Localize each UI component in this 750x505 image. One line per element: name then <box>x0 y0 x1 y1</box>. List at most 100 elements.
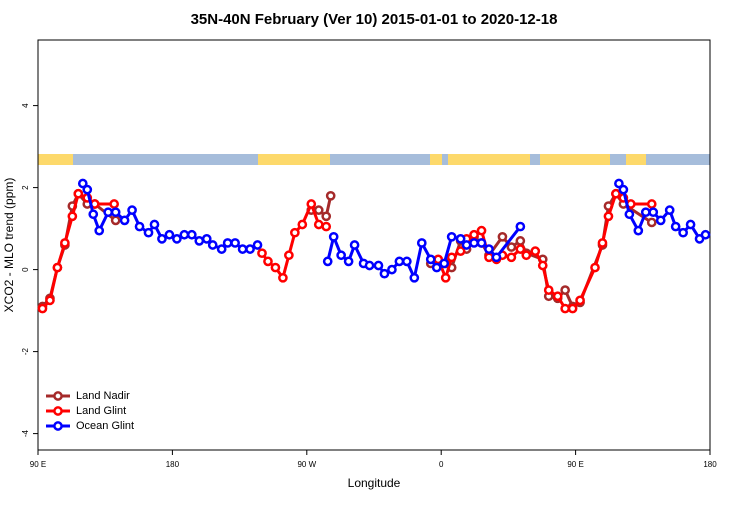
data-point <box>614 178 624 189</box>
data-point <box>575 295 585 306</box>
data-point <box>402 256 412 267</box>
data-point <box>127 205 137 215</box>
data-point <box>284 250 294 261</box>
plot-frame <box>37 39 711 451</box>
data-point <box>446 231 457 242</box>
data-point <box>230 238 240 248</box>
data-point <box>560 285 570 295</box>
data-point <box>491 252 502 263</box>
land-strip <box>540 154 610 165</box>
data-point <box>678 227 688 238</box>
data-point <box>194 236 205 246</box>
data-point <box>484 244 494 254</box>
legend-swatch-point <box>53 406 63 416</box>
data-point <box>134 221 145 232</box>
data-point <box>119 215 130 226</box>
data-point <box>201 234 212 244</box>
data-point <box>552 291 563 302</box>
data-point <box>603 211 614 222</box>
data-point <box>336 250 346 261</box>
data-point <box>590 262 600 273</box>
land-strip <box>258 154 330 165</box>
data-point <box>469 229 479 240</box>
data-point <box>597 238 608 248</box>
data-point <box>325 190 336 201</box>
x-tick-label: 0 <box>439 460 444 469</box>
data-point <box>278 272 288 283</box>
data-point <box>110 215 121 226</box>
data-point <box>655 215 666 226</box>
data-point <box>530 246 541 256</box>
data-point <box>103 207 114 218</box>
data-point <box>321 211 332 222</box>
data-point <box>313 205 324 215</box>
data-point <box>252 240 263 250</box>
data-point <box>439 258 450 269</box>
data-point <box>328 231 339 242</box>
data-point <box>149 219 160 230</box>
x-tick-label: 90 W <box>297 460 316 469</box>
data-point <box>409 272 420 283</box>
x-tick-label: 90 E <box>30 460 46 469</box>
data-point <box>700 229 711 240</box>
data-point <box>379 268 390 279</box>
data-point <box>497 231 508 242</box>
y-axis-label: XCO2 - MLO trend (ppm) <box>2 178 16 313</box>
data-point <box>648 207 659 218</box>
data-point <box>521 250 532 261</box>
map-strip <box>38 154 710 165</box>
ocean-strip <box>38 154 710 165</box>
data-point <box>290 227 300 238</box>
legend-label: Land Glint <box>76 405 126 417</box>
data-point <box>343 256 354 267</box>
data-point <box>476 238 487 248</box>
data-point <box>567 303 578 314</box>
data-point <box>216 244 227 254</box>
data-point <box>257 248 267 259</box>
data-point <box>186 229 197 240</box>
data-point <box>515 244 526 254</box>
data-point <box>179 229 190 240</box>
data-point <box>618 184 629 195</box>
data-point <box>685 219 696 230</box>
legend-swatch-point <box>53 391 63 401</box>
data-point <box>670 221 681 232</box>
data-point <box>109 199 120 209</box>
land-strip <box>448 154 530 165</box>
data-point <box>387 264 397 275</box>
data-point <box>77 178 88 189</box>
data-point <box>455 234 466 244</box>
y-tick-label: 2 <box>21 185 30 190</box>
y-tick-label: -4 <box>21 429 30 437</box>
land-strip <box>430 154 442 165</box>
data-point <box>67 211 78 222</box>
data-point <box>506 242 517 252</box>
data-point <box>373 260 384 271</box>
land-strip <box>38 154 73 165</box>
data-point <box>321 221 332 232</box>
data-point <box>640 207 651 218</box>
data-point <box>476 225 487 236</box>
legend-label: Ocean Glint <box>76 420 134 432</box>
data-point <box>560 303 570 314</box>
data-point <box>515 221 526 232</box>
data-point <box>506 252 517 263</box>
x-tick-label: 90 E <box>567 460 583 469</box>
data-point <box>157 234 167 244</box>
x-tick-label: 180 <box>703 460 717 469</box>
legend-swatch-point <box>53 421 63 431</box>
data-point <box>164 229 175 240</box>
data-point <box>60 238 70 248</box>
data-point <box>73 188 84 199</box>
data-point <box>633 225 644 236</box>
data-point <box>306 199 317 209</box>
land-strip <box>626 154 646 165</box>
data-point <box>416 238 427 248</box>
data-point <box>364 260 375 271</box>
x-tick-label: 180 <box>166 460 180 469</box>
data-point <box>207 240 218 250</box>
y-tick-label: 4 <box>21 103 30 108</box>
data-point <box>461 240 472 250</box>
data-point <box>349 240 360 250</box>
